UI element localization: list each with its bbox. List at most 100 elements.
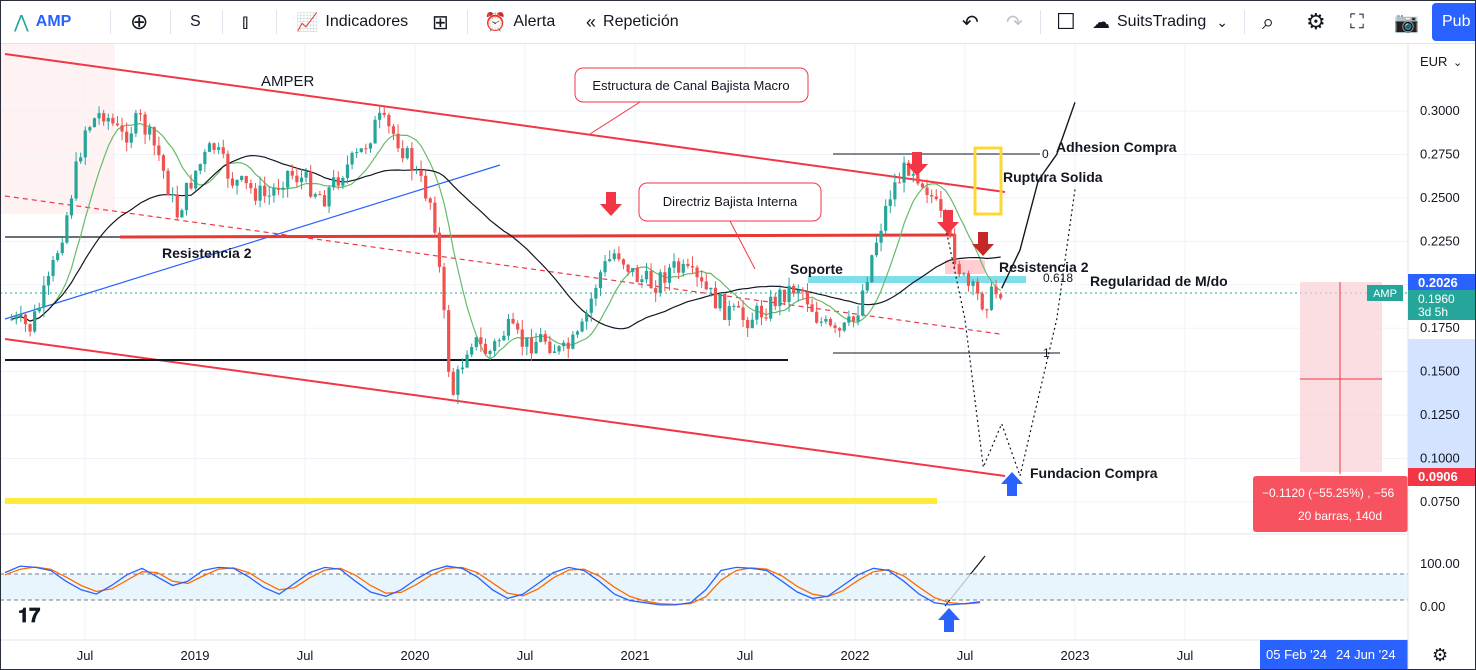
price-tick-label: 0.1000	[1420, 451, 1460, 466]
candle-body	[488, 351, 492, 355]
candle-body	[695, 267, 699, 278]
candle-body	[980, 293, 984, 310]
interval-button[interactable]: S	[190, 0, 201, 44]
candle-body	[433, 202, 437, 233]
callout-pointer	[729, 220, 756, 270]
measure-label-box	[1253, 476, 1408, 532]
candle-body	[934, 196, 938, 200]
candle-body	[502, 335, 506, 341]
rewind-icon: «	[586, 11, 597, 32]
divider	[170, 10, 171, 34]
symbol-button[interactable]: ⋀ AMP	[14, 0, 71, 44]
price-tick-label: 0.1250	[1420, 407, 1460, 422]
candle-body	[617, 253, 621, 260]
candle-body	[516, 323, 520, 330]
candle-body	[414, 169, 419, 171]
interval-label: S	[190, 13, 201, 30]
candle-body	[667, 267, 672, 283]
last-price-badge	[1408, 290, 1476, 320]
candle-body	[976, 281, 980, 294]
fullscreen-icon: ⛶	[1350, 10, 1364, 33]
time-axis[interactable]: Jul 2019 Jul 2020 Jul 2021 Jul 2022 Jul 2023 Jul	[77, 648, 1194, 663]
candle-body	[506, 318, 511, 336]
candles	[10, 105, 1003, 405]
layout-name: SuitsTrading	[1117, 13, 1207, 30]
oscillator-axis-ticks: 100.00 0.00	[1420, 556, 1460, 614]
publish-button[interactable]: Pub	[1432, 3, 1476, 41]
candle-body	[42, 285, 46, 308]
candle-body	[102, 113, 106, 122]
candle-body	[97, 113, 101, 119]
candle-body	[925, 187, 929, 195]
candle-body	[111, 117, 115, 124]
fullscreen-button[interactable]: ⛶	[1350, 0, 1371, 44]
candle-body	[148, 127, 152, 135]
candle-body	[994, 286, 998, 295]
time-tick-label: 2019	[181, 648, 210, 663]
candle-body	[286, 170, 290, 188]
candle-body	[189, 182, 193, 189]
candle-body	[23, 314, 28, 325]
candle-body	[138, 113, 143, 115]
oscillator-tick-label: 0.00	[1420, 599, 1445, 614]
callout-internal-directrix: Directriz Bajista Interna	[663, 194, 798, 209]
chart-type-button[interactable]: ⫾	[242, 0, 255, 44]
candle-body	[424, 175, 428, 199]
search-button[interactable]: ⌕	[1262, 0, 1281, 44]
price-tick-label: 0.0750	[1420, 494, 1460, 509]
label-support: Soporte	[790, 261, 843, 277]
symbol-tag-label: AMP	[1373, 288, 1397, 300]
candle-body	[562, 342, 566, 347]
snapshot-button[interactable]: 📷	[1394, 0, 1426, 44]
candle-body	[911, 174, 915, 176]
indicators-button[interactable]: 📈 Indicadores	[296, 0, 408, 44]
candle-body	[171, 194, 175, 196]
candle-body	[893, 182, 897, 200]
candle-body	[603, 261, 607, 273]
candle-body	[930, 194, 934, 197]
channel-lower-line	[4, 338, 1006, 477]
divider	[467, 10, 468, 34]
publish-label: Pub	[1442, 13, 1471, 30]
candle-body	[810, 304, 814, 312]
templates-button[interactable]: ⊞	[432, 0, 456, 44]
label-solid-breakout: Ruptura Solida	[1003, 169, 1103, 185]
replay-button[interactable]: « Repetición	[586, 0, 679, 44]
candle-body	[759, 305, 764, 318]
candle-body	[368, 143, 373, 149]
candle-body	[920, 183, 925, 188]
candle-body	[796, 290, 800, 294]
candle-body	[401, 148, 405, 159]
search-icon: ⌕	[1262, 9, 1275, 34]
candle-body	[437, 232, 442, 267]
gear-icon[interactable]: ⚙	[1432, 645, 1448, 665]
price-axis-highlight	[1408, 339, 1476, 474]
candle-body	[355, 152, 359, 154]
candle-body	[410, 148, 414, 171]
candle-body	[217, 147, 221, 150]
candle-body	[253, 188, 258, 201]
candle-body	[240, 176, 244, 180]
candle-body	[143, 114, 147, 135]
candle-body	[125, 131, 129, 143]
symbol-label: AMP	[35, 13, 72, 30]
alert-button[interactable]: ⏰ Alerta	[484, 0, 555, 44]
price-chart[interactable]: Estructura de Canal Bajista Macro Direct…	[0, 44, 1476, 670]
oscillator-tick-label: 100.00	[1420, 556, 1460, 571]
chevron-down-icon: ⌄	[1216, 13, 1228, 30]
layout-button[interactable]: ☁ SuitsTrading ⌄	[1092, 0, 1235, 44]
candle-body	[332, 177, 336, 188]
settings-button[interactable]: ⚙	[1306, 0, 1333, 44]
top-toolbar: ⋀ AMP ⊕ S ⫾ 📈 Indicadores ⊞ ⏰ Alerta « R…	[0, 0, 1476, 44]
undo-button[interactable]: ↶	[962, 0, 986, 44]
redo-button[interactable]: ↷	[1006, 0, 1030, 44]
resistance-zone	[945, 260, 985, 274]
candle-body	[686, 263, 690, 267]
candle-body	[828, 318, 833, 326]
fib-label-1: 1	[1043, 346, 1050, 360]
compare-button[interactable]: ⊕	[130, 0, 155, 44]
candle-body	[65, 215, 69, 243]
fullscreen-layout-button[interactable]: ☐	[1056, 0, 1083, 44]
candle-body	[483, 343, 488, 355]
candle-body	[792, 285, 796, 294]
